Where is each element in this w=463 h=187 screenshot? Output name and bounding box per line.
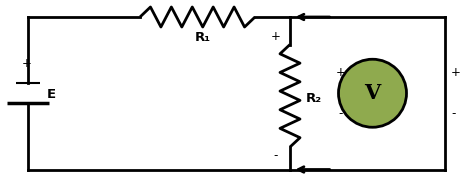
Text: +: + [336, 66, 346, 79]
Text: R₂: R₂ [306, 92, 322, 105]
Circle shape [338, 59, 407, 127]
Text: -: - [274, 149, 278, 163]
Text: -: - [339, 107, 343, 120]
Text: +: + [451, 66, 461, 79]
Text: V: V [364, 83, 381, 103]
Text: +: + [271, 30, 281, 42]
Text: +: + [22, 57, 31, 70]
Text: R₁: R₁ [194, 31, 211, 44]
Text: E: E [46, 88, 56, 101]
Text: -: - [451, 107, 456, 120]
